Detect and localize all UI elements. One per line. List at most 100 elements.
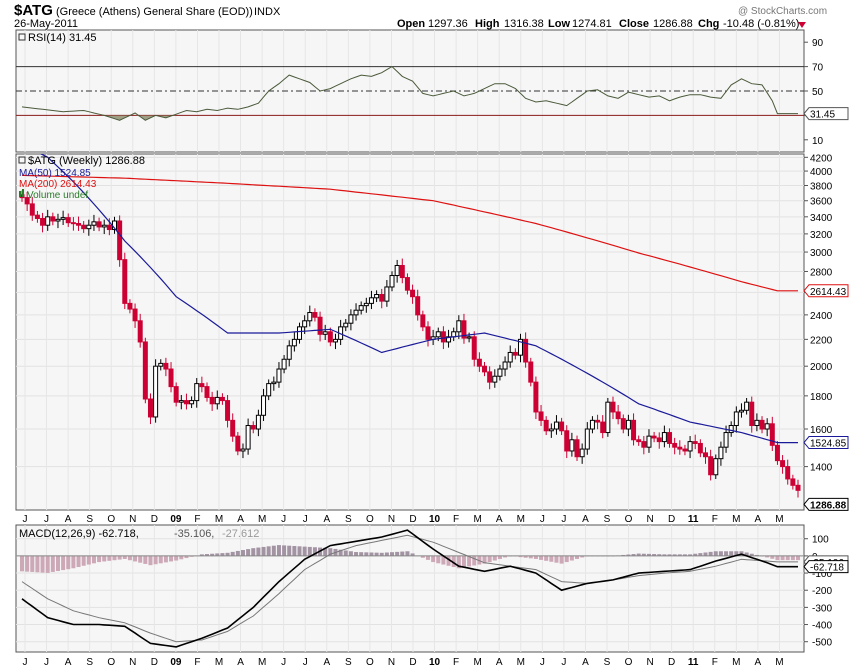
price-legend: $ATG (Weekly) 1286.88 MA(50) 1524.85 MA(… (18, 155, 145, 201)
macd-histogram-bar (312, 547, 317, 556)
macd-histogram-bar (775, 555, 780, 561)
price-candle (559, 417, 565, 436)
price-candle (528, 357, 534, 387)
macd-histogram-bar (703, 552, 708, 556)
macd-histogram-bar (91, 555, 96, 564)
macd-tick-label: 100 (812, 535, 829, 546)
price-candle (353, 303, 359, 321)
x-tick-label-bottom: F (453, 657, 459, 668)
price-panel (15, 153, 805, 511)
macd-histogram-bar (796, 555, 800, 561)
macd-histogram-bar (369, 552, 374, 556)
x-tick-label-bottom: A (755, 657, 762, 668)
price-tick-label: 3600 (810, 197, 833, 208)
macd-histogram-bar (503, 555, 508, 558)
price-tick-label: 4200 (810, 153, 833, 164)
macd-legend-signal: -35.106, (174, 528, 214, 540)
price-candle (769, 416, 775, 451)
price-candle (96, 217, 102, 232)
price-candle (158, 359, 164, 371)
price-candle (744, 397, 750, 415)
macd-histogram-bar (240, 550, 245, 556)
rsi-value-tag: 31.45 (803, 107, 849, 121)
x-tick-label-bottom: M (732, 657, 740, 668)
macd-histogram-bar (657, 554, 662, 556)
macd-histogram-bar (729, 551, 734, 556)
price-candle (461, 313, 467, 344)
macd-histogram-bar (456, 555, 461, 569)
price-candle (456, 315, 462, 339)
price-candle (34, 210, 40, 223)
price-candle (446, 329, 452, 348)
macd-signal-line (21, 534, 798, 643)
macd-histogram-bar (148, 555, 153, 566)
price-candle (55, 213, 61, 229)
x-tick-label: S (604, 514, 611, 525)
symbol-label: $ATG (14, 2, 53, 19)
price-candle (764, 418, 770, 437)
macd-histogram-bar (492, 555, 497, 561)
x-tick-label: 09 (170, 514, 182, 525)
price-candle (394, 259, 400, 283)
macd-value-tag: -62.718 (803, 560, 849, 574)
price-candle (240, 443, 246, 459)
price-candle (713, 454, 719, 480)
macd-histogram-bar (472, 555, 477, 566)
x-tick-label: F (712, 514, 718, 525)
macd-histogram-bar (652, 554, 657, 556)
macd-histogram-bar (158, 555, 163, 564)
price-candle (420, 310, 426, 332)
macd-histogram-bar (20, 555, 24, 572)
x-tick-label: M (775, 514, 783, 525)
macd-histogram-bar (210, 553, 215, 556)
macd-panel (15, 524, 805, 653)
price-candle (363, 297, 369, 313)
x-tick-label-bottom: D (151, 657, 158, 668)
price-candle (492, 369, 498, 388)
price-candle (692, 434, 698, 450)
macd-histogram-bar (348, 551, 353, 556)
macd-histogram-bar (30, 555, 35, 572)
price-tick-label: 1600 (810, 425, 833, 436)
price-tick-label: 2200 (810, 335, 833, 346)
macd-tick-label: -100 (812, 569, 832, 580)
price-candle (327, 327, 333, 347)
x-tick-label: A (323, 514, 330, 525)
macd-histogram-bar (544, 555, 549, 561)
price-candle (255, 409, 261, 437)
x-tick-label-bottom: J (281, 657, 286, 668)
price-candle (65, 213, 71, 227)
price-candle (661, 425, 667, 448)
price-candle (774, 441, 780, 465)
x-tick-label-bottom: J (303, 657, 308, 668)
price-candle (697, 439, 703, 458)
macd-histogram-bar (451, 555, 456, 568)
macd-histogram-bar (780, 555, 785, 561)
ma50-value-tag: 1524.85 (803, 436, 849, 450)
macd-histogram-bar (682, 554, 687, 556)
price-candle (507, 345, 513, 368)
price-candle (389, 271, 395, 292)
x-tick-label: S (86, 514, 93, 525)
price-candle (620, 414, 626, 434)
price-candle (70, 217, 76, 231)
price-candle (189, 396, 195, 409)
macd-histogram-bar (662, 554, 667, 556)
price-candle (348, 309, 354, 331)
macd-histogram-bar (523, 555, 528, 558)
macd-histogram-bar (199, 554, 204, 556)
x-tick-label-bottom: S (86, 657, 93, 668)
price-tick-label: 2800 (810, 267, 833, 278)
macd-histogram-bar (117, 555, 122, 560)
x-tick-label-bottom: M (775, 657, 783, 668)
price-candle (553, 415, 559, 435)
x-tick-label-bottom: M (215, 657, 223, 668)
macd-chart (16, 529, 804, 648)
price-candle (358, 301, 364, 315)
macd-histogram-bar (112, 555, 117, 561)
macd-histogram-bar (431, 555, 436, 563)
volume-legend: Volume undef (27, 190, 88, 201)
price-candle (569, 432, 575, 457)
price-candle (404, 273, 410, 295)
price-candle (605, 397, 611, 437)
